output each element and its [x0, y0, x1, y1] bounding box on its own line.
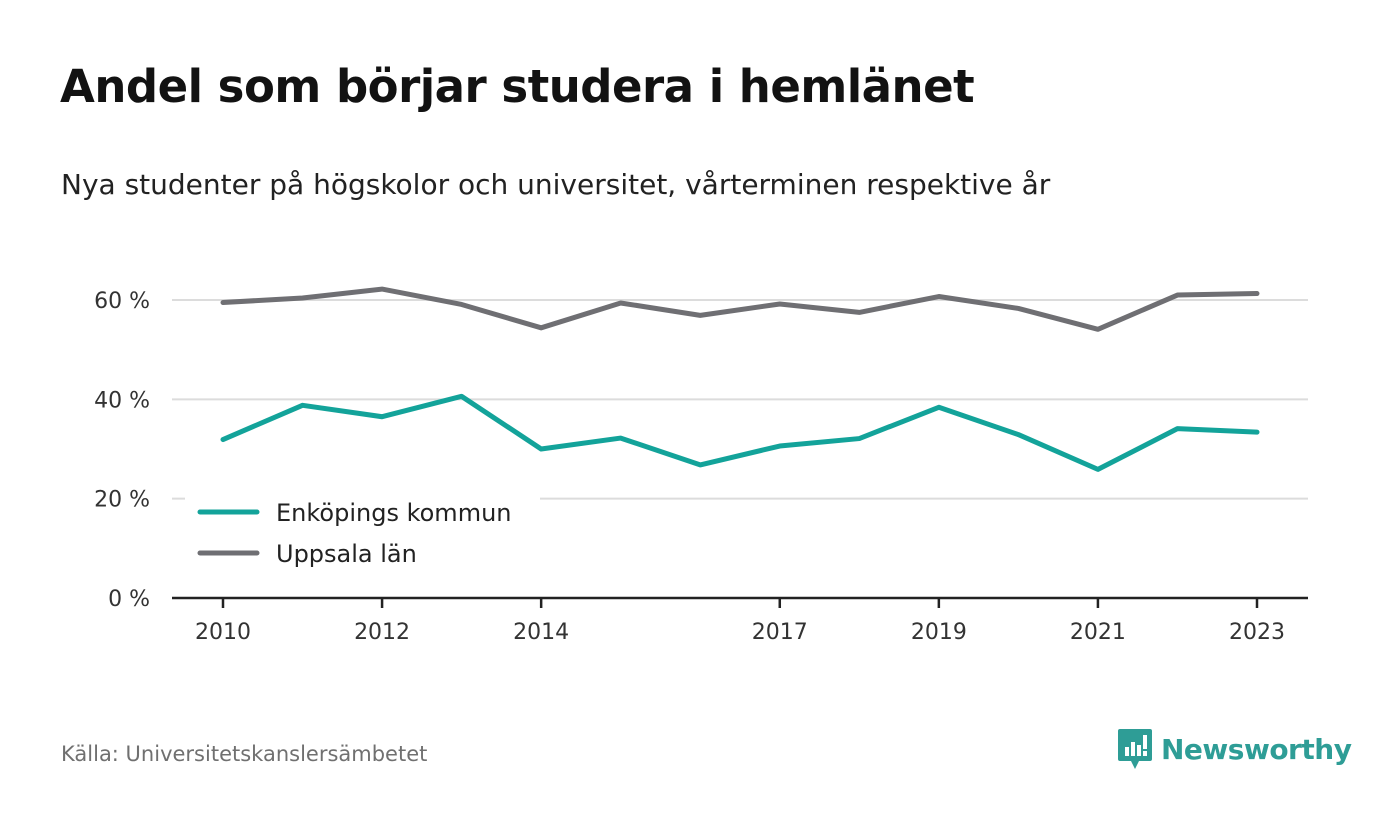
x-tick-label: 2010 [195, 620, 251, 645]
x-axis-tick-labels: 2010 2012 2014 2017 2019 2021 2023 [195, 598, 1285, 645]
brand-logo: Newsworthy [1117, 727, 1352, 771]
source-note: Källa: Universitetskanslersämbetet [61, 742, 428, 766]
series-lines [220, 286, 1260, 472]
brand-name: Newsworthy [1161, 732, 1352, 766]
x-tick-label: 2023 [1229, 620, 1285, 645]
y-tick-label: 0 % [108, 587, 150, 612]
legend-label: Enköpings kommun [276, 499, 512, 527]
y-tick-label: 40 % [94, 388, 150, 413]
x-tick-label: 2014 [513, 620, 569, 645]
gridlines [172, 299, 1308, 500]
y-tick-label: 60 % [94, 289, 150, 314]
x-tick-label: 2017 [752, 620, 808, 645]
newsworthy-logo-icon [1118, 729, 1152, 769]
y-tick-label: 20 % [94, 488, 150, 513]
x-tick-label: 2019 [911, 620, 967, 645]
x-tick-label: 2012 [354, 620, 410, 645]
chart-title: Andel som börjar studera i hemlänet [60, 60, 975, 113]
chart-subtitle: Nya studenter på högskolor och universit… [61, 168, 1051, 201]
y-axis-tick-labels: 0 % 20 % 40 % 60 % [94, 289, 150, 612]
x-tick-label: 2021 [1070, 620, 1126, 645]
legend-background [185, 490, 540, 580]
legend: Enköpings kommun Uppsala län [185, 490, 540, 580]
legend-label: Uppsala län [276, 540, 417, 568]
series-line-uppsala-l-n [220, 286, 1260, 332]
series-line-enk-pings-kommun [220, 393, 1260, 472]
line-chart: 0 % 20 % 40 % 60 % 2010 2012 2014 2017 2019 2021… [94, 286, 1308, 645]
